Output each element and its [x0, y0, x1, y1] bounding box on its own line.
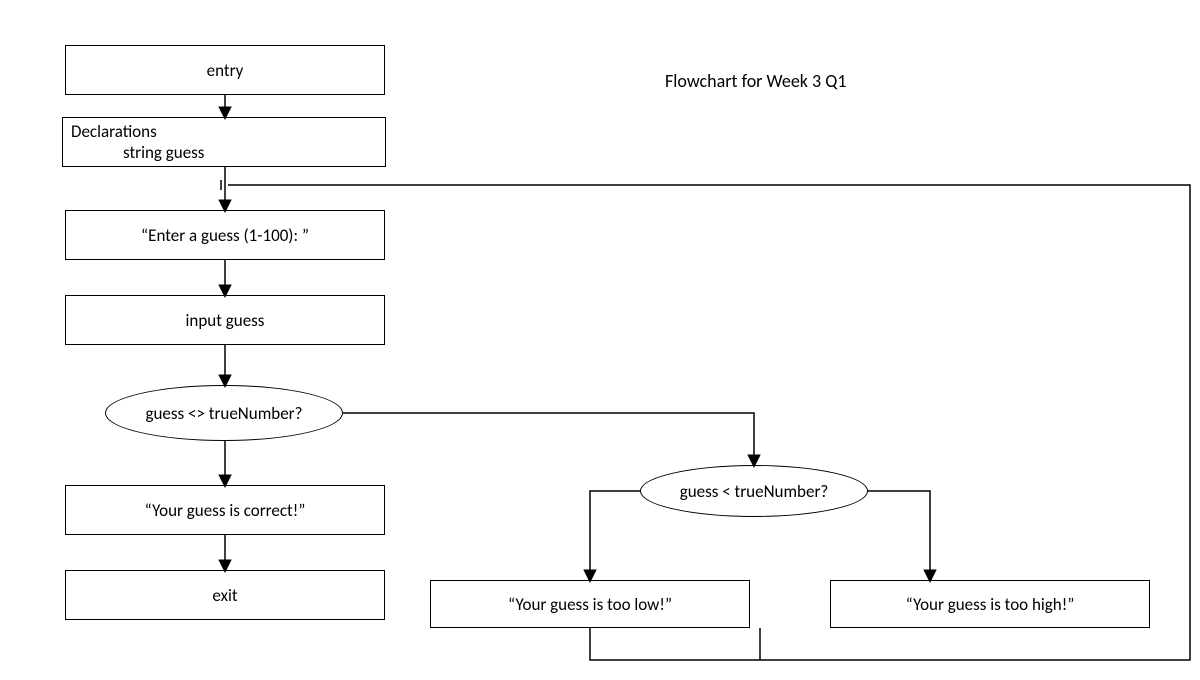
chart-title: Flowchart for Week 3 Q1 — [665, 70, 846, 92]
node-low: “Your guess is too low!” — [430, 580, 750, 628]
node-input-label: input guess — [186, 310, 265, 331]
node-high-label: “Your guess is too high!” — [906, 594, 1075, 615]
node-cond1-label: guess <> trueNumber? — [145, 403, 302, 424]
node-cond2: guess < trueNumber? — [640, 465, 868, 517]
node-decl-label2: string guess — [123, 142, 204, 163]
node-entry: entry — [65, 45, 385, 95]
node-exit-label: exit — [212, 585, 237, 606]
node-cond2-label: guess < trueNumber? — [680, 481, 829, 502]
node-high: “Your guess is too high!” — [830, 580, 1150, 628]
node-correct: “Your guess is correct!” — [65, 485, 385, 535]
node-decl-label1: Declarations — [71, 121, 157, 142]
node-cond1: guess <> trueNumber? — [105, 385, 343, 441]
node-prompt: “Enter a guess (1-100): ” — [65, 210, 385, 260]
node-exit: exit — [65, 570, 385, 620]
node-input: input guess — [65, 295, 385, 345]
node-low-label: “Your guess is too low!” — [508, 594, 672, 615]
node-prompt-label: “Enter a guess (1-100): ” — [141, 225, 309, 246]
node-declarations: Declarations string guess — [62, 117, 386, 167]
node-correct-label: “Your guess is correct!” — [145, 500, 306, 521]
node-entry-label: entry — [207, 60, 244, 81]
